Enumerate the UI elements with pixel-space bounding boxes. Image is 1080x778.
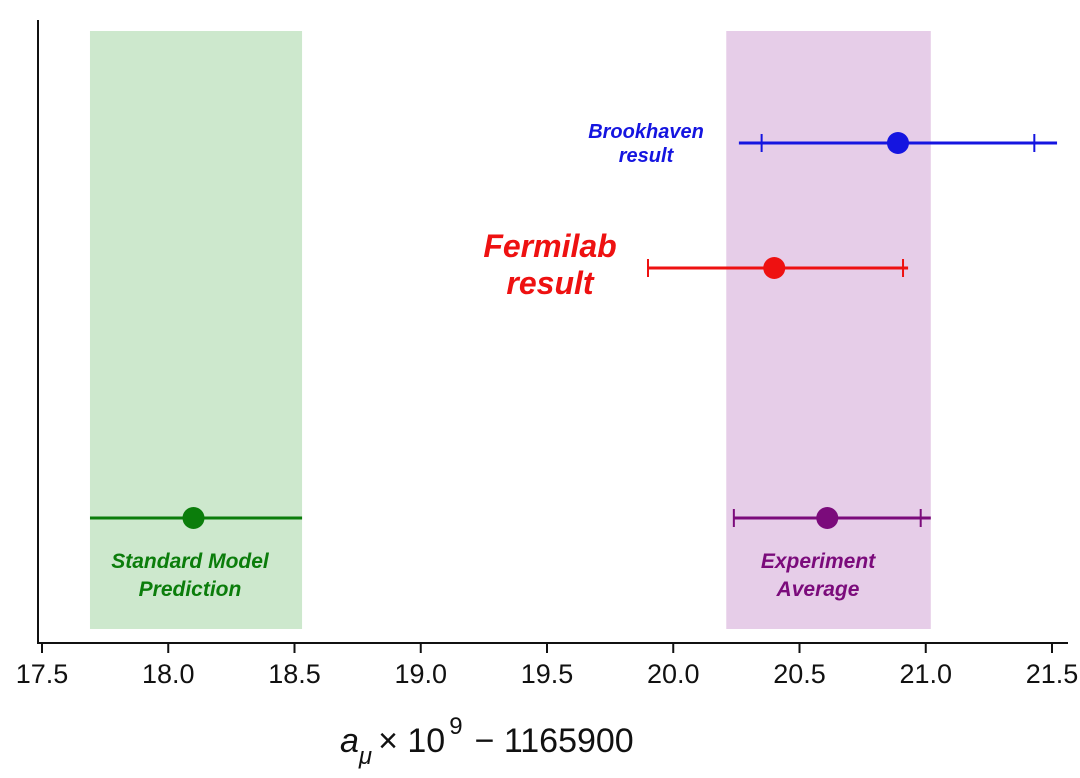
x-tick-label-20-0: 20.0	[647, 659, 700, 689]
x-label-symbol: a	[340, 722, 359, 760]
x-tick-label-18-0: 18.0	[142, 659, 195, 689]
brookhaven-result-marker	[886, 132, 909, 154]
fermilab-result-label-line-1: Fermilab	[483, 228, 616, 264]
x-tick-label-21-0: 21.0	[899, 659, 952, 689]
bands-layer	[89, 31, 931, 629]
fermilab-result-marker	[763, 257, 786, 279]
standard-model-prediction-marker	[182, 507, 205, 529]
x-tick-label-21-5: 21.5	[1026, 659, 1079, 689]
data-points-layer	[89, 132, 1058, 529]
fermilab-result-label-line-2: result	[506, 265, 594, 301]
x-label-offset: − 1165900	[475, 722, 634, 760]
x-label-exponent: 9	[449, 713, 462, 740]
brookhaven-result-label-line-1: Brookhaven	[588, 121, 704, 143]
x-tick-label-17-5: 17.5	[16, 659, 69, 689]
x-ticks-layer: 17.5 18.0 18.5 19.0 19.5 20.0 20.5 21.0 21.5	[16, 643, 1079, 689]
x-tick-label-20-5: 20.5	[773, 659, 826, 689]
standard-model-prediction-label-line-2: Prediction	[139, 578, 242, 601]
x-label-subscript: μ	[358, 743, 372, 770]
experiment-average-marker	[816, 507, 839, 529]
experiment-average-label-line-1: Experiment	[761, 550, 876, 573]
standard-model-prediction-band	[89, 31, 303, 629]
x-tick-label-19-0: 19.0	[394, 659, 447, 689]
x-tick-label-18-5: 18.5	[268, 659, 321, 689]
experiment-average-band	[726, 31, 931, 629]
x-tick-label-19-5: 19.5	[521, 659, 574, 689]
brookhaven-result-label-line-2: result	[619, 145, 675, 167]
axes-layer	[37, 20, 1068, 644]
x-label-times: × 10	[378, 722, 445, 760]
experiment-average-label-line-2: Average	[776, 578, 860, 601]
standard-model-prediction-label-line-1: Standard Model	[111, 550, 270, 573]
x-axis-label: aμ × 10 9 − 1165900	[340, 713, 634, 770]
